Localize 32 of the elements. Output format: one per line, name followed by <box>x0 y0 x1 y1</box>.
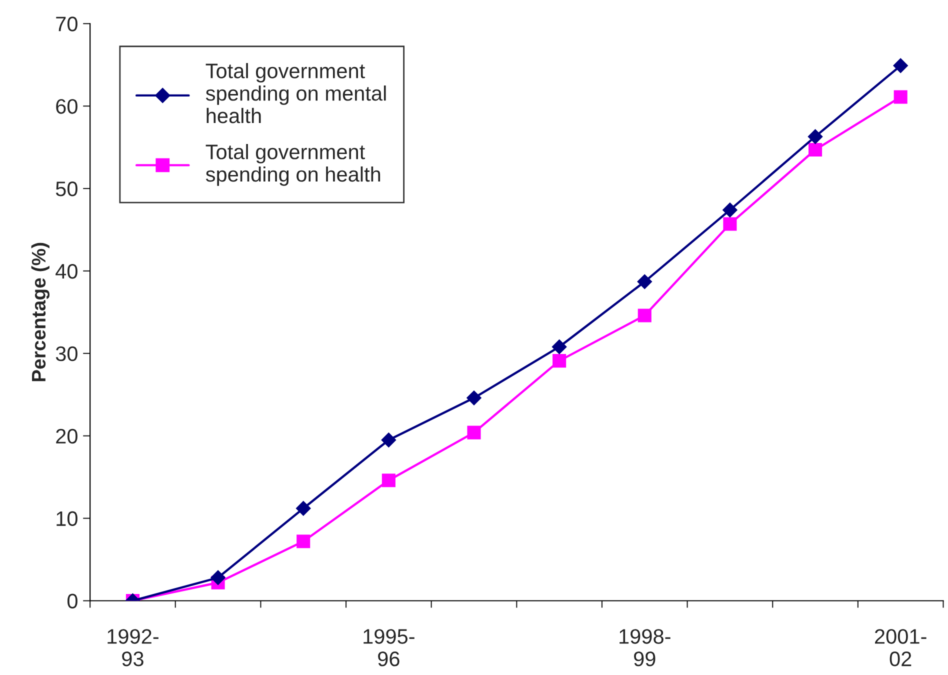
point <box>808 129 823 144</box>
y-tick-label: 0 <box>67 594 78 609</box>
point <box>210 570 226 586</box>
point <box>808 143 822 157</box>
point <box>467 426 481 440</box>
point <box>638 308 652 322</box>
y-tick-label: 40 <box>56 264 78 279</box>
point <box>466 390 482 406</box>
y-tick-label: 70 <box>56 16 78 32</box>
legend-label: Total government spending on mental health <box>206 63 386 124</box>
y-tick-label: 30 <box>56 346 78 362</box>
y-tick-label: 50 <box>56 182 78 196</box>
x-tick-label: 1998- 99 <box>620 629 670 666</box>
point <box>296 501 311 516</box>
x-tick-label: 2001- 02 <box>875 629 926 666</box>
y-tick-label: 20 <box>56 428 78 444</box>
point <box>893 58 908 74</box>
legend-label: Total government spending on health <box>206 144 380 186</box>
point <box>382 474 396 488</box>
point <box>894 90 908 104</box>
x-tick-label: 1995- 96 <box>364 629 414 666</box>
y-tick-label: 60 <box>56 99 78 114</box>
point <box>552 354 566 368</box>
point <box>552 339 567 354</box>
x-tick-label: 1992- 93 <box>108 629 158 666</box>
point <box>296 534 310 548</box>
y-axis-title: Percentage (%) <box>31 242 50 382</box>
y-tick-label: 10 <box>56 511 78 526</box>
point <box>722 202 738 218</box>
point <box>723 217 737 231</box>
point <box>637 274 652 290</box>
point <box>381 432 396 448</box>
